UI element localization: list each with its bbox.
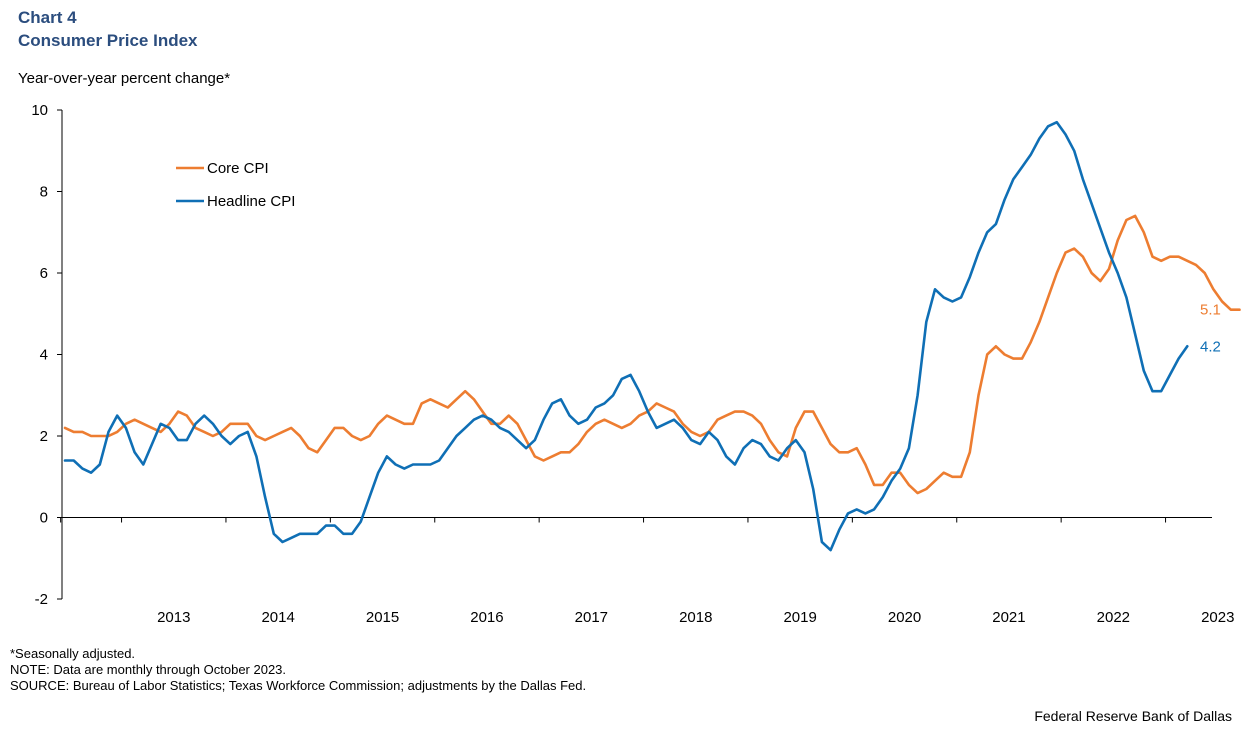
chart-notes: *Seasonally adjusted. NOTE: Data are mon… (10, 646, 586, 694)
series-line-headline-cpi (63, 120, 1189, 552)
chart-series (63, 120, 1241, 552)
legend-label: Headline CPI (207, 193, 295, 210)
x-tick-label: 2021 (992, 609, 1025, 626)
x-tick-label: 2015 (366, 609, 399, 626)
end-value-label: 4.2 (1200, 338, 1221, 355)
publisher-credit: Federal Reserve Bank of Dallas (1034, 708, 1232, 724)
legend-label: Core CPI (207, 160, 269, 177)
seasonal-note: *Seasonally adjusted. (10, 646, 136, 661)
end-value-label: 5.1 (1200, 302, 1221, 319)
x-tick-label: 2020 (888, 609, 921, 626)
source-note: SOURCE: Bureau of Labor Statistics; Texa… (10, 678, 587, 693)
data-note: NOTE: Data are monthly through October 2… (10, 662, 287, 677)
y-tick-label: 6 (40, 265, 48, 282)
x-tick-label: 2016 (470, 609, 503, 626)
y-tick-label: 2 (40, 428, 48, 445)
y-tick-label: 10 (31, 102, 48, 119)
chart-axes: -2 0 2 4 6 8 10 2013 2014 2015 2016 2017 2018 2019 202… (31, 102, 1234, 626)
series-line-core-cpi (63, 214, 1241, 495)
y-tick-label: 4 (40, 347, 48, 364)
chart-number: Chart 4 (18, 8, 77, 27)
chart-title: Consumer Price Index (18, 31, 198, 50)
chart-legend: Core CPI Headline CPI (176, 160, 295, 210)
x-tick-label: 2017 (575, 609, 608, 626)
x-tick-label: 2019 (783, 609, 816, 626)
x-tick-label: 2014 (261, 609, 294, 626)
x-tick-label: 2023 (1201, 609, 1234, 626)
y-tick-label: -2 (35, 591, 48, 608)
x-tick-label: 2013 (157, 609, 190, 626)
y-tick-label: 0 (40, 510, 48, 527)
end-value-labels: 5.1 4.2 (1200, 302, 1221, 356)
y-axis-unit-label: Year-over-year percent change* (18, 70, 231, 87)
x-tick-label: 2018 (679, 609, 712, 626)
y-tick-label: 8 (40, 184, 48, 201)
line-chart: -2 0 2 4 6 8 10 2013 2014 2015 2016 2017 2018 2019 202… (31, 102, 1241, 626)
x-tick-label: 2022 (1097, 609, 1130, 626)
